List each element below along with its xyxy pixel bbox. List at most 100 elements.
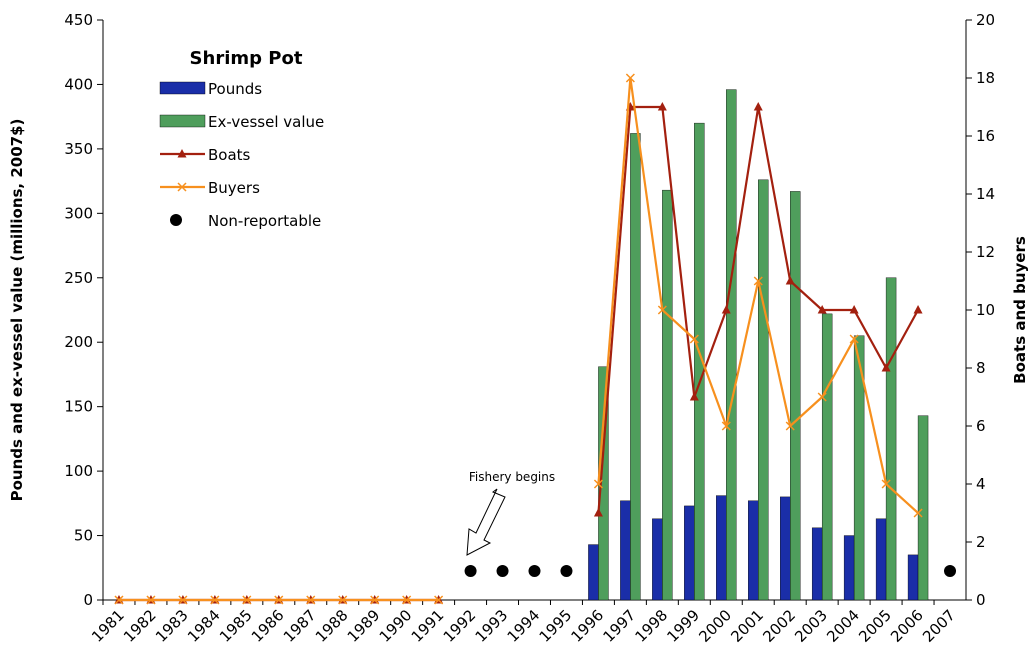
point-marker (785, 421, 795, 431)
x-tick-label: 1986 (248, 606, 288, 646)
point-marker (849, 334, 859, 344)
bar (875, 518, 887, 601)
point-marker (817, 305, 827, 314)
point-marker (146, 595, 156, 605)
bar (907, 554, 919, 601)
y2-tick-label: 4 (976, 475, 986, 493)
x-tick-label: 2005 (855, 606, 895, 646)
y2-tick-label: 12 (976, 243, 995, 261)
x-tick-label: 2003 (791, 606, 831, 646)
bar (694, 122, 705, 601)
x-tick-label: 1995 (536, 606, 576, 646)
x-tick-label: 1985 (216, 606, 256, 646)
point-marker (785, 276, 795, 285)
y2-tick-label: 14 (976, 185, 995, 203)
x-tick-label: 1987 (280, 606, 320, 646)
x-tick-label: 1993 (472, 606, 512, 646)
y-tick-label: 0 (83, 591, 93, 609)
bar (716, 495, 727, 601)
bar (780, 496, 791, 601)
legend-title: Shrimp Pot (190, 48, 303, 69)
bar (684, 505, 695, 601)
x-tick-label: 1994 (504, 606, 544, 646)
y-axis-label: Pounds and ex-vessel value (millions, 20… (8, 119, 26, 502)
bar (748, 500, 759, 601)
x-tick-label: 1997 (599, 606, 639, 646)
y2-tick-label: 18 (976, 69, 995, 87)
legend-label: Non-reportable (208, 212, 321, 230)
legend-swatch (159, 114, 206, 128)
legend-marker (170, 214, 182, 226)
y-tick-label: 250 (64, 269, 93, 287)
point-marker (817, 392, 827, 402)
y-tick-label: 150 (64, 398, 93, 416)
legend-label: Boats (208, 146, 251, 164)
legend-label: Buyers (208, 179, 260, 197)
point-marker (657, 305, 667, 315)
point (496, 565, 509, 577)
point-marker (849, 305, 859, 314)
point-marker (881, 479, 891, 489)
x-tick-label: 1984 (184, 606, 224, 646)
y2-tick-label: 2 (976, 533, 986, 551)
point-marker (306, 595, 316, 605)
x-tick-label: 1988 (312, 606, 352, 646)
point-marker (721, 305, 731, 314)
bar (630, 133, 641, 601)
y2-tick-label: 0 (976, 591, 986, 609)
x-tick-label: 1981 (88, 606, 128, 646)
x-tick-label: 2001 (727, 606, 767, 646)
point-marker (753, 276, 763, 286)
bar (662, 189, 673, 601)
point-marker (625, 73, 635, 83)
y-tick-label: 300 (64, 204, 93, 222)
y-tick-label: 350 (64, 140, 93, 158)
y-tick-label: 100 (64, 462, 93, 480)
legend-marker (177, 149, 187, 158)
x-tick-label: 1982 (120, 606, 160, 646)
x-tick-label: 1999 (663, 606, 703, 646)
point (528, 565, 541, 577)
bar (620, 500, 631, 601)
y2-tick-label: 16 (976, 127, 995, 145)
point-marker (178, 595, 188, 605)
point-marker (274, 595, 284, 605)
x-tick-label: 2006 (887, 606, 927, 646)
x-tick-label: 1991 (408, 606, 448, 646)
y-tick-label: 50 (74, 527, 93, 545)
y-tick-label: 200 (64, 333, 93, 351)
point (560, 565, 573, 577)
x-tick-label: 2002 (759, 606, 799, 646)
x-tick-label: 1998 (631, 606, 671, 646)
point-marker (434, 595, 444, 605)
point (944, 565, 957, 577)
point-marker (370, 595, 380, 605)
bar (843, 535, 855, 601)
point-marker (338, 595, 348, 605)
bar (821, 313, 833, 601)
y2-axis-label: Boats and buyers (1011, 236, 1029, 384)
bar (726, 89, 737, 601)
point-marker (721, 421, 731, 431)
y2-tick-label: 20 (976, 11, 995, 29)
legend-label: Ex-vessel value (208, 113, 324, 131)
point-marker (753, 102, 763, 111)
point-marker (657, 102, 667, 111)
annotation: Fishery begins (469, 470, 555, 484)
point-marker (881, 363, 891, 372)
annotation-arrow (466, 488, 506, 556)
point (464, 565, 477, 577)
bar (917, 415, 929, 601)
legend-swatch (159, 81, 206, 95)
point-marker (210, 595, 220, 605)
x-tick-label: 1983 (152, 606, 192, 646)
x-tick-label: 2004 (823, 606, 863, 646)
y-tick-label: 400 (64, 75, 93, 93)
legend-marker (177, 182, 187, 192)
x-tick-label: 1992 (440, 606, 480, 646)
bar (758, 179, 769, 601)
point-marker (689, 392, 699, 401)
legend-label: Pounds (208, 80, 262, 98)
point-marker (593, 479, 603, 489)
